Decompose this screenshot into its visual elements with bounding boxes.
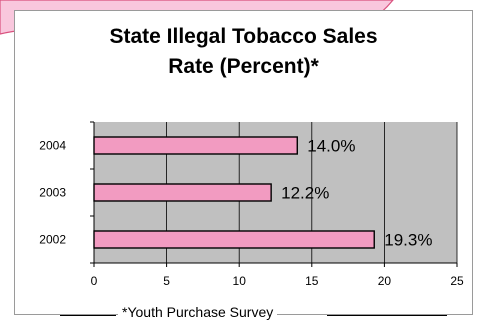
y-tick-labels: 2004 2003 2002 (39, 139, 66, 247)
y-tick-label: 2002 (39, 233, 66, 247)
data-label: 14.0% (307, 137, 355, 156)
bar (93, 183, 272, 202)
x-tick-label: 10 (233, 274, 247, 288)
data-label: 12.2% (281, 184, 329, 203)
footnote-rule-right (327, 315, 447, 316)
footnote: *Youth Purchase Survey (118, 303, 278, 321)
data-labels: 14.0% 12.2% 19.3% (281, 137, 432, 250)
axes (90, 121, 458, 267)
x-tick-label: 5 (163, 274, 170, 288)
y-tick-label: 2003 (39, 186, 66, 200)
x-tick-label: 0 (91, 274, 98, 288)
x-tick-label: 15 (305, 274, 319, 288)
chart-title: State Illegal Tobacco Sales Rate (Percen… (109, 25, 378, 78)
x-tick-labels: 0 5 10 15 20 25 (91, 274, 464, 288)
bars (93, 136, 375, 249)
x-tick-label: 20 (378, 274, 392, 288)
x-tick-label: 25 (450, 274, 464, 288)
data-label: 19.3% (384, 231, 432, 250)
bar (93, 136, 298, 155)
y-tick-label: 2004 (39, 139, 66, 153)
bar (93, 230, 375, 249)
footnote-rule-left (60, 315, 116, 316)
